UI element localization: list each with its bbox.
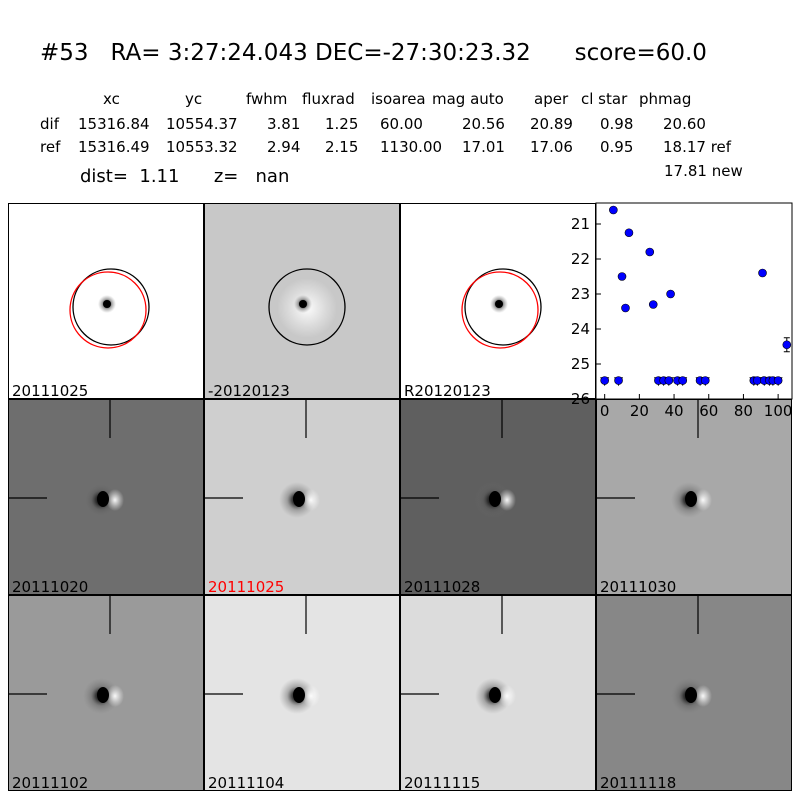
- distance-info: dist= 1.11 z= nan: [80, 166, 289, 187]
- stamp-image: [268, 268, 346, 346]
- image-stamp[interactable]: 20111028: [400, 399, 596, 595]
- table-cell: 17.01: [462, 138, 505, 156]
- stamp-image: [597, 596, 712, 714]
- table-cell: 0.98: [600, 115, 634, 133]
- image-stamp[interactable]: 20111104: [204, 595, 400, 791]
- stamp-date-label: 20111028: [404, 578, 481, 595]
- table-cell: 15316.49: [78, 138, 150, 156]
- upper-limit-point: [773, 376, 783, 385]
- detection-point: [609, 205, 618, 215]
- table-header: fluxrad: [302, 90, 355, 108]
- detection-point: [648, 300, 658, 309]
- stamp-image: [9, 400, 124, 518]
- stamp-image: [69, 268, 150, 349]
- image-stamp[interactable]: 20111102: [8, 595, 204, 791]
- image-stamp[interactable]: R20120123: [400, 203, 596, 399]
- stamp-date-label: 20111115: [404, 774, 481, 791]
- table-cell: 20.89: [530, 115, 573, 133]
- x-tick-label: 100: [764, 402, 793, 420]
- detection-point: [624, 228, 634, 238]
- x-tick-label: 40: [665, 402, 684, 420]
- detection-point: [758, 268, 767, 278]
- y-tick-label: 23: [571, 285, 590, 303]
- image-stamp[interactable]: 20111030: [596, 399, 792, 595]
- stamp-date-label: 20111025: [12, 382, 89, 399]
- table-cell: 1.25: [325, 115, 359, 133]
- stamp-date-label: -20120123: [208, 382, 290, 399]
- image-stamp[interactable]: 20111020: [8, 399, 204, 595]
- table-cell: 2.15: [325, 138, 359, 156]
- table-header: yc: [185, 90, 203, 108]
- stamp-image: [597, 400, 712, 518]
- x-tick-label: 80: [734, 402, 753, 420]
- image-stamp[interactable]: 20111118: [596, 595, 792, 791]
- table-cell: 17.06: [530, 138, 573, 156]
- image-stamp[interactable]: 20111025: [8, 203, 204, 399]
- table-cell: 15316.84: [78, 115, 150, 133]
- table-header: phmag: [639, 90, 692, 108]
- x-tick-label: 20: [630, 402, 649, 420]
- redshift-text: z= nan: [213, 166, 290, 187]
- y-tick-label: 21: [571, 215, 590, 233]
- light-curve-chart: 21 22 23 24 25 26 0 20 40 60 80 100: [571, 202, 793, 420]
- stamp-image: [9, 596, 124, 714]
- distance-text: dist= 1.11: [80, 166, 180, 187]
- upper-limit-point: [600, 376, 609, 385]
- table-header: xc: [103, 90, 120, 108]
- table-header: fwhm: [246, 90, 288, 108]
- stamp-date-label: 20111102: [12, 774, 89, 791]
- x-tick-label: 0: [600, 402, 610, 420]
- stamp-date-label: 20111020: [12, 578, 89, 595]
- stamp-date-label: 20111118: [600, 774, 677, 791]
- upper-limit-point: [614, 376, 623, 385]
- detection-point: [617, 272, 627, 281]
- table-row-label: dif: [40, 115, 59, 133]
- light-curve-svg: 21 22 23 24 25 26 0 20 40 60 80 100: [571, 202, 793, 420]
- table-cell: 10554.37: [166, 115, 238, 133]
- table-cell: 20.56: [462, 115, 505, 133]
- upper-limit-point: [664, 376, 674, 385]
- y-tick-label: 22: [571, 250, 590, 268]
- stamp-date-label: 20111104: [208, 774, 285, 791]
- image-stamp[interactable]: -20120123: [204, 203, 400, 399]
- detection-point: [666, 289, 675, 299]
- x-tick-label: 60: [699, 402, 718, 420]
- table-header: cl star: [581, 90, 628, 108]
- table-cell: 3.81: [267, 115, 301, 133]
- detection-point: [645, 247, 655, 257]
- image-stamp[interactable]: 20111115: [400, 595, 596, 791]
- table-cell: 20.60: [663, 115, 706, 133]
- stamp-image: [401, 400, 516, 518]
- image-stamp[interactable]: 20111025: [204, 399, 400, 595]
- table-row-label: ref: [40, 138, 61, 156]
- table-cell: 18.17 ref: [663, 138, 732, 156]
- y-tick-label: 25: [571, 355, 590, 373]
- stamp-image: [205, 400, 320, 518]
- table-header: aper: [534, 90, 569, 108]
- y-tick-label: 26: [571, 390, 590, 408]
- upper-limit-point: [700, 376, 710, 385]
- stamp-date-label: R20120123: [404, 382, 491, 399]
- candidate-title: #53 RA= 3:27:24.043 DEC=-27:30:23.32 sco…: [40, 40, 707, 66]
- table-cell: 10553.32: [166, 138, 238, 156]
- detection-point: [621, 303, 630, 313]
- stamp-image: [401, 596, 516, 714]
- stamp-image: [205, 596, 320, 714]
- chart-frame: [595, 202, 793, 400]
- table-cell: 2.94: [267, 138, 301, 156]
- table-extra-note: 17.81 new: [664, 162, 743, 180]
- table-cell: 0.95: [600, 138, 634, 156]
- y-tick-label: 24: [571, 320, 590, 338]
- table-header: isoarea: [371, 90, 426, 108]
- stamp-grid: 20111025 -20120123 R20120123 20111020 201110…: [8, 202, 793, 791]
- table-cell: 60.00: [380, 115, 423, 133]
- info-gap: [179, 166, 213, 187]
- stamp-date-label: 20111025: [208, 578, 285, 595]
- detection-point: [782, 340, 792, 350]
- table-header: mag auto: [432, 90, 504, 108]
- upper-limit-point: [678, 376, 688, 385]
- table-cell: 1130.00: [380, 138, 443, 156]
- stamp-image: [461, 268, 542, 349]
- stamp-date-label: 20111030: [600, 578, 677, 595]
